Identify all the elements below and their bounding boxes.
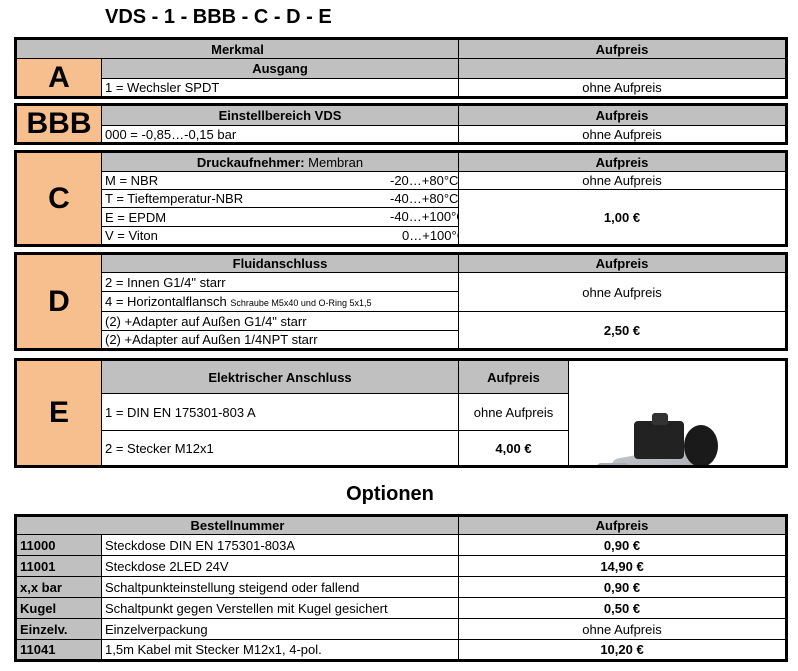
option-row: 1 = DIN EN 175301-803 A — [101, 393, 459, 431]
price: 1,00 € — [458, 189, 787, 246]
option-row: 2 = Innen G1/4" starr — [101, 272, 459, 292]
section-c: C Druckaufnehmer: Membran Aufpreis M = NBR… — [14, 150, 788, 247]
aufpreis-header: Aufpreis — [458, 38, 787, 59]
price: 0,90 € — [458, 576, 787, 598]
option-text: Schaltpunkteinstellung steigend oder fal… — [100, 576, 460, 598]
price: 2,50 € — [458, 311, 787, 350]
bestellnummer-header: Bestellnummer — [14, 515, 460, 535]
option-text: Steckdose 2LED 24V — [100, 555, 460, 577]
option-row: (2) +Adapter auf Außen 1/4NPT starr — [101, 330, 459, 350]
price: 0,90 € — [458, 534, 787, 556]
letter-c: C — [15, 151, 102, 246]
option-row: 000 = -0,85…-0,15 bar — [101, 125, 459, 144]
price: ohne Aufpreis — [458, 125, 787, 144]
letter-e: E — [15, 359, 102, 467]
option-text: V = Viton — [105, 228, 158, 243]
option-text: M = NBR — [105, 173, 159, 188]
table-row: 11000 Steckdose DIN EN 175301-803A 0,90 € — [15, 534, 787, 556]
price: ohne Aufpreis — [458, 393, 569, 431]
option-row: M = NBR -20…+80°C — [101, 171, 459, 190]
price: 10,20 € — [458, 639, 787, 661]
aufpreis-header: Aufpreis — [458, 515, 787, 535]
order-code: Kugel — [15, 597, 102, 619]
section-e: E Elektrischer Anschluss Aufpreis 1 = DIN … — [14, 358, 788, 468]
option-row: (2) +Adapter auf Außen G1/4" starr — [101, 311, 459, 331]
aufpreis-header: Aufpreis — [458, 359, 569, 394]
price: ohne Aufpreis — [458, 272, 787, 312]
elektrischer-anschluss-header: Elektrischer Anschluss — [101, 359, 459, 394]
option-note: Schraube M5x40 und O-Ring 5x1,5 — [230, 298, 372, 308]
header-normal: Membran — [304, 154, 364, 170]
option-text: Einzelverpackung — [100, 618, 460, 640]
product-image — [568, 359, 787, 467]
options-table: Bestellnummer Aufpreis 11000 Steckdose DIN… — [14, 514, 788, 662]
option-row: 2 = Stecker M12x1 — [101, 430, 459, 467]
section-a: Merkmal Aufpreis A Ausgang 1 = Wechsler SP… — [14, 37, 788, 99]
options-title: Optionen — [346, 483, 434, 505]
merkmal-header: Merkmal — [15, 38, 459, 59]
druckaufnehmer-header: Druckaufnehmer: Membran — [101, 151, 459, 172]
letter-bbb: BBB — [15, 104, 102, 144]
section-bbb: BBB Einstellbereich VDS Aufpreis 000 = -0,… — [14, 103, 788, 145]
option-row: 4 = Horizontalflansch Schraube M5x40 und… — [101, 291, 459, 312]
temp-range: -40…+80°C — [390, 191, 459, 206]
letter-d: D — [15, 253, 102, 350]
order-code: 11001 — [15, 555, 102, 577]
letter-a: A — [15, 58, 102, 98]
order-code: x,x bar — [15, 576, 102, 598]
order-code: Einzelv. — [15, 618, 102, 640]
option-text: Schaltpunkt gegen Verstellen mit Kugel g… — [100, 597, 460, 619]
table-row: Kugel Schaltpunkt gegen Verstellen mit Ku… — [15, 597, 787, 619]
aufpreis-header: Aufpreis — [458, 253, 787, 273]
option-row: V = Viton 0…+100°C — [101, 226, 459, 246]
price: ohne Aufpreis — [458, 78, 787, 98]
order-code: 11041 — [15, 639, 102, 661]
table-row: 11001 Steckdose 2LED 24V 14,90 € — [15, 555, 787, 577]
option-text: T = Tieftemperatur-NBR — [105, 191, 244, 206]
ausgang-header: Ausgang — [101, 58, 459, 79]
price: ohne Aufpreis — [458, 171, 787, 190]
price: 4,00 € — [458, 430, 569, 467]
table-row: 11041 1,5m Kabel mit Stecker M12x1, 4-pol… — [15, 639, 787, 661]
option-text: 1,5m Kabel mit Stecker M12x1, 4-pol. — [100, 639, 460, 661]
aufpreis-header: Aufpreis — [458, 151, 787, 172]
section-d: D Fluidanschluss Aufpreis 2 = Innen G1/4" … — [14, 252, 788, 351]
page-title: VDS - 1 - BBB - C - D - E — [105, 6, 332, 28]
option-row: T = Tieftemperatur-NBR -40…+80°C — [101, 189, 459, 208]
table-row: Einzelv. Einzelverpackung ohne Aufpreis — [15, 618, 787, 640]
temp-range: -20…+80°C — [390, 173, 459, 188]
table-row: x,x bar Schaltpunkteinstellung steigend o… — [15, 576, 787, 598]
option-row: 1 = Wechsler SPDT — [101, 78, 459, 98]
price: 14,90 € — [458, 555, 787, 577]
option-text: E = EPDM — [105, 209, 167, 225]
option-text: 4 = Horizontalflansch — [105, 294, 227, 309]
einstellbereich-header: Einstellbereich VDS — [101, 104, 459, 126]
fluidanschluss-header: Fluidanschluss — [101, 253, 459, 273]
temp-range: 0…+100°C — [402, 228, 458, 243]
option-row: E = EPDM -40…+100°C — [101, 207, 459, 227]
header-bold: Druckaufnehmer: — [196, 154, 305, 170]
price: 0,50 € — [458, 597, 787, 619]
temp-range: -40…+100°C — [390, 209, 459, 224]
option-text: Steckdose DIN EN 175301-803A — [100, 534, 460, 556]
price: ohne Aufpreis — [458, 618, 787, 640]
aufpreis-header: Aufpreis — [458, 104, 787, 126]
order-code: 11000 — [15, 534, 102, 556]
